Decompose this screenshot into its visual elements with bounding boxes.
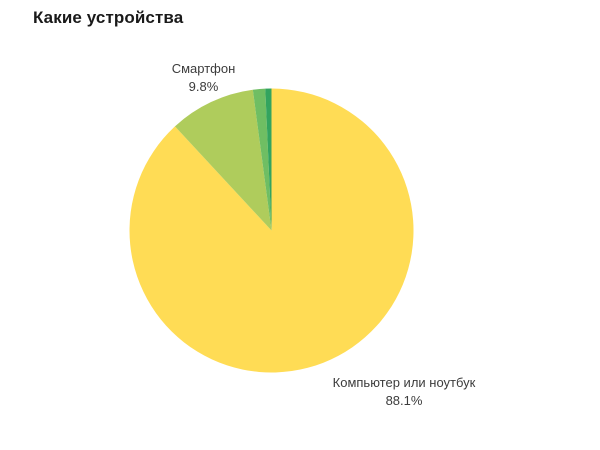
slice-label-smartphone: Смартфон 9.8% (143, 60, 264, 96)
pie-slice-0 (129, 88, 414, 373)
chart-title: Какие устройства (33, 8, 184, 27)
slice-label-smartphone-name: Смартфон (171, 61, 236, 76)
slice-label-computer-percent: 88.1% (385, 393, 423, 408)
pie-slice-2 (252, 88, 272, 231)
slice-label-computer: Компьютер или ноутбук 88.1% (324, 374, 484, 410)
pie-slice-1 (174, 89, 272, 231)
slice-label-computer-name: Компьютер или ноутбук (332, 375, 476, 390)
slice-label-smartphone-percent: 9.8% (188, 79, 219, 94)
pie-slice-3 (265, 88, 272, 231)
